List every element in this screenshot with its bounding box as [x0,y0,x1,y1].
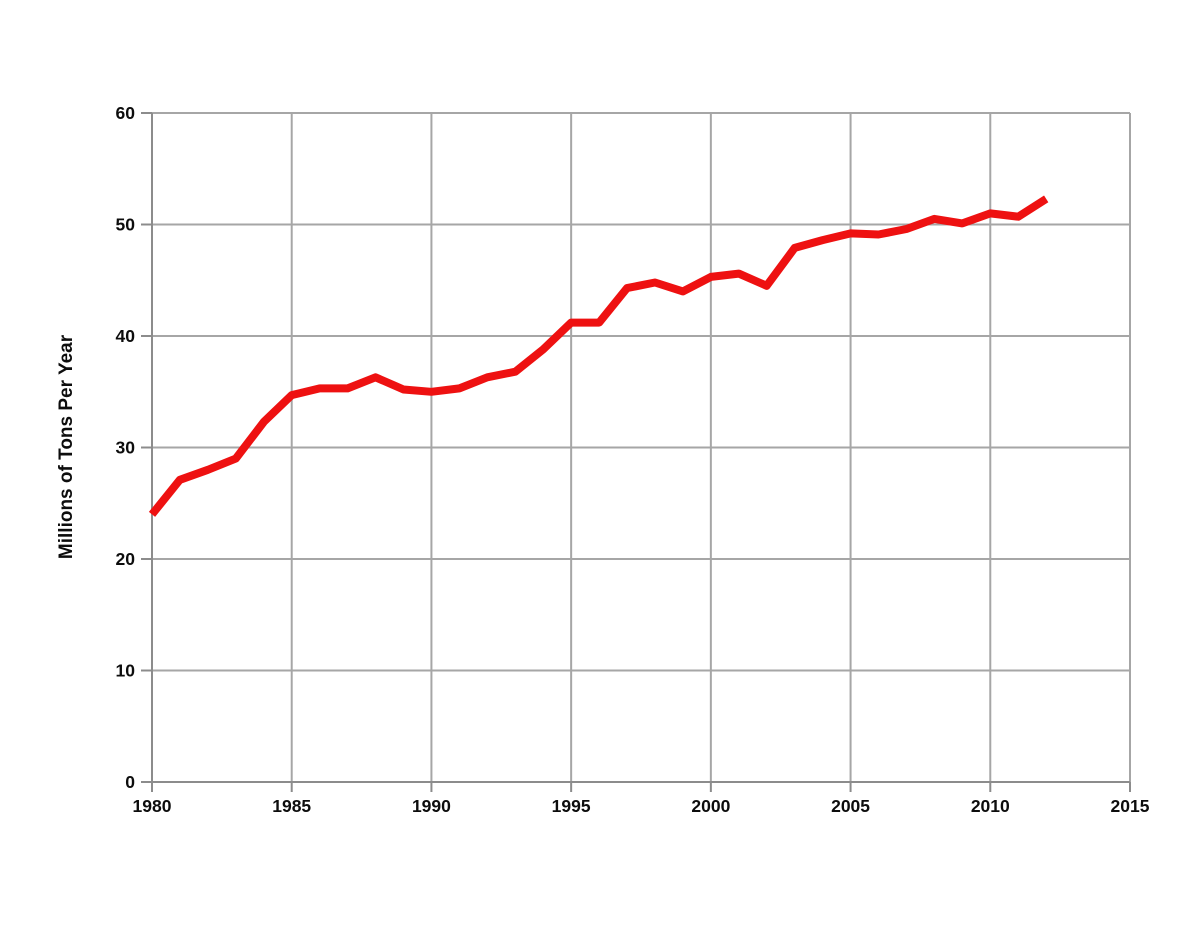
y-tick-label: 60 [116,103,136,123]
y-tick-label: 20 [116,549,136,569]
x-tick-label: 1980 [133,796,172,816]
x-tick-label: 2010 [971,796,1010,816]
y-tick-label: 10 [116,661,136,681]
x-tick-label: 1985 [272,796,311,816]
data-series [148,195,1049,517]
y-tick-label: 40 [116,326,136,346]
axis-tick-labels: 0 10 20 30 40 50 60 1980 1985 1990 1995 2000 2005 201… [116,103,1150,816]
x-tick-label: 2005 [831,796,870,816]
axes [141,112,1131,792]
x-tick-label: 2000 [691,796,730,816]
x-tick-label: 1990 [412,796,451,816]
x-tick-label: 2015 [1111,796,1150,816]
series-line [148,195,1049,517]
y-tick-label: 30 [116,438,136,458]
gridlines [151,112,1131,783]
x-tick-label: 1995 [552,796,591,816]
y-axis-title: Millions of Tons Per Year [56,334,77,559]
y-tick-label: 50 [116,215,136,235]
y-tick-label: 0 [125,772,135,792]
